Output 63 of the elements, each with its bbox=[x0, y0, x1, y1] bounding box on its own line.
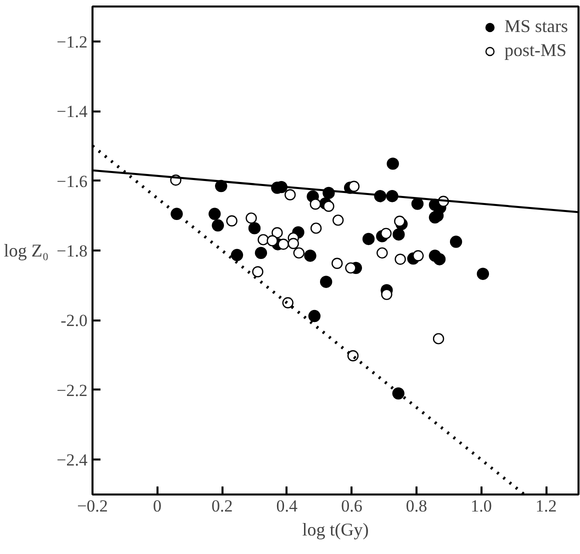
point bbox=[332, 214, 344, 226]
point bbox=[282, 297, 294, 308]
x-tick-label: 1.0 bbox=[470, 496, 492, 516]
point bbox=[345, 262, 356, 274]
y-tick-label: -2.0 bbox=[60, 311, 88, 330]
point bbox=[476, 268, 490, 280]
x-tick-label: 0 bbox=[153, 496, 162, 516]
point bbox=[411, 198, 424, 210]
point bbox=[212, 219, 224, 232]
point bbox=[394, 254, 406, 265]
point bbox=[208, 208, 221, 220]
point bbox=[230, 248, 244, 262]
point bbox=[310, 222, 322, 234]
point bbox=[258, 234, 269, 246]
point bbox=[304, 250, 316, 262]
y-tick-label: −1.6 bbox=[56, 172, 88, 191]
point bbox=[412, 250, 424, 262]
point bbox=[432, 333, 444, 344]
point bbox=[226, 215, 238, 226]
point bbox=[381, 288, 392, 300]
legend-label: post-MS bbox=[504, 40, 566, 61]
point bbox=[392, 228, 405, 241]
point bbox=[252, 266, 264, 278]
point bbox=[347, 350, 359, 362]
x-tick-label: 1.2 bbox=[535, 496, 557, 516]
point bbox=[392, 387, 404, 400]
y-tick-label: −1.4 bbox=[56, 102, 88, 122]
point bbox=[308, 310, 321, 322]
point bbox=[450, 236, 462, 248]
point bbox=[386, 158, 399, 170]
point bbox=[348, 180, 360, 192]
point bbox=[288, 238, 299, 250]
point bbox=[266, 235, 278, 246]
y-tick-label: −2.2 bbox=[56, 380, 88, 400]
x-tick-label: 0.8 bbox=[406, 496, 428, 516]
point bbox=[310, 198, 322, 210]
y-tick-label: −1.8 bbox=[56, 242, 88, 260]
point bbox=[362, 232, 375, 246]
point bbox=[284, 189, 296, 200]
point bbox=[248, 222, 261, 234]
point bbox=[376, 247, 388, 259]
y-axis-title: log Z₀ bbox=[4, 240, 49, 260]
x-tick-label: 0.6 bbox=[341, 496, 362, 516]
point bbox=[254, 246, 268, 260]
x-tick-label: 0.2 bbox=[211, 496, 233, 516]
point bbox=[380, 228, 392, 240]
point bbox=[246, 212, 257, 224]
point bbox=[332, 258, 343, 269]
x-tick-label: −0.2 bbox=[77, 496, 108, 516]
point bbox=[293, 247, 304, 259]
point bbox=[394, 216, 406, 227]
point bbox=[433, 253, 446, 266]
x-tick-label: 0.4 bbox=[276, 496, 298, 516]
y-tick-label: −2.4 bbox=[56, 450, 88, 470]
y-tick-label: −1.2 bbox=[56, 32, 88, 52]
point bbox=[320, 276, 332, 288]
point bbox=[323, 200, 334, 212]
legend-label: MS stars bbox=[504, 16, 568, 37]
x-axis-title: log t(Gy) bbox=[302, 520, 369, 540]
point bbox=[170, 208, 183, 220]
point bbox=[272, 227, 283, 238]
point bbox=[431, 210, 444, 222]
point bbox=[278, 238, 289, 250]
